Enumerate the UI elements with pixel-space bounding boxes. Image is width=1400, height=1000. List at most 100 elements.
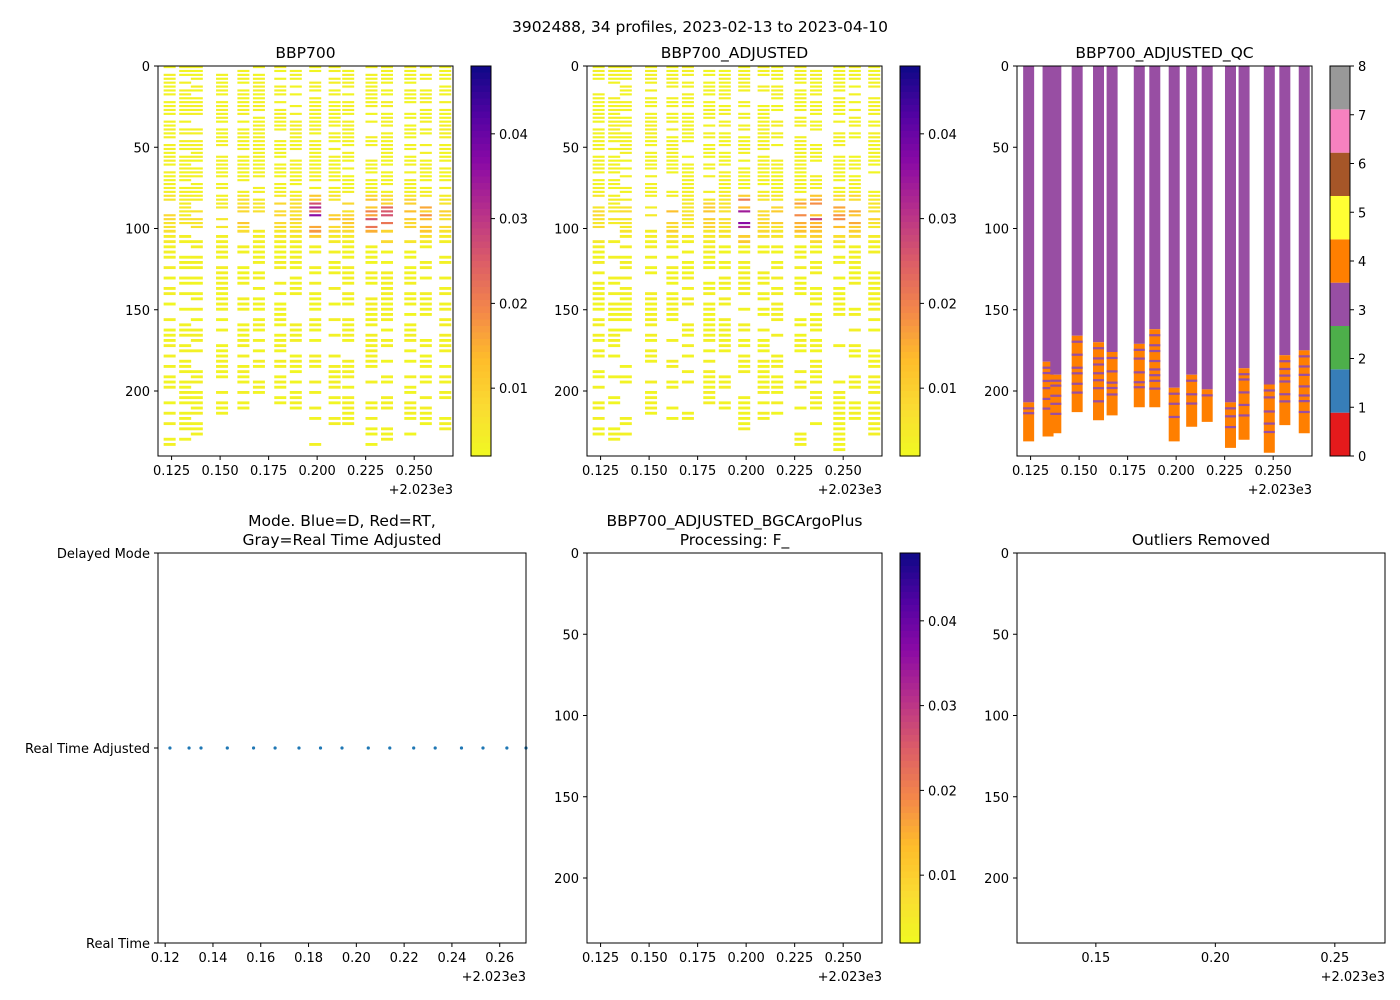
panel-1-cell bbox=[274, 222, 287, 225]
panel-2-cell bbox=[608, 101, 621, 104]
panel-2-colorbar-segment bbox=[900, 189, 920, 197]
panel-2-xtick-label: 0.225 bbox=[776, 464, 813, 479]
panel-1-cell bbox=[404, 240, 417, 244]
panel-1-colorbar-segment bbox=[471, 196, 491, 204]
panel-2-cell bbox=[771, 206, 784, 209]
panel-2-cell bbox=[645, 333, 658, 337]
panel-1-cell bbox=[190, 339, 203, 342]
panel-2-cell bbox=[718, 328, 731, 332]
panel-1-cell bbox=[439, 155, 452, 158]
panel-1-cell bbox=[439, 128, 452, 131]
panel-2-cell bbox=[757, 271, 770, 275]
panel-2-cell bbox=[794, 120, 807, 123]
panel-1-cell bbox=[216, 101, 229, 104]
panel-2-cell bbox=[666, 318, 679, 322]
panel-1-cell bbox=[252, 140, 265, 143]
panel-2-cell bbox=[868, 198, 881, 201]
panel-1-cell bbox=[404, 323, 417, 327]
panel-1-cell bbox=[439, 240, 452, 244]
panel-1-cell bbox=[381, 136, 394, 139]
panel-2-cell bbox=[592, 147, 605, 151]
panel-2-cell bbox=[738, 151, 751, 154]
panel-1-cell bbox=[237, 210, 250, 213]
panel-3-qc-flag3-stripe bbox=[1238, 403, 1250, 407]
panel-3-qc-flag3-stripe bbox=[1023, 407, 1035, 410]
panel-2-cell bbox=[794, 140, 807, 143]
panel-1-cell bbox=[179, 81, 192, 84]
panel-1-cell bbox=[163, 93, 176, 96]
panel-2-cell bbox=[771, 108, 784, 112]
panel-2-cell bbox=[794, 171, 807, 174]
panel-5-x-offset-label: +2.023e3 bbox=[818, 970, 882, 985]
panel-1-cell bbox=[274, 255, 287, 259]
panel-2-cell bbox=[757, 222, 770, 225]
panel-3-qc-flag3-stripe bbox=[1106, 370, 1118, 373]
panel-2-cell bbox=[666, 66, 679, 69]
panel-1-cell bbox=[289, 218, 302, 221]
panel-1-cell bbox=[179, 194, 192, 197]
panel-2-cell bbox=[771, 66, 784, 69]
panel-1-cell bbox=[381, 101, 394, 104]
panel-5-colorbar-segment bbox=[900, 800, 920, 808]
panel-1-cell bbox=[190, 147, 203, 151]
panel-1-cell bbox=[439, 261, 452, 264]
panel-1-ytick-label: 50 bbox=[133, 141, 150, 156]
panel-2-cell bbox=[848, 85, 861, 88]
panel-1-cell bbox=[439, 136, 452, 139]
panel-2-cell bbox=[868, 318, 881, 322]
panel-5-colorbar-segment bbox=[900, 910, 920, 918]
panel-1-colorbar-segment bbox=[471, 443, 491, 451]
panel-6-ytick-label: 50 bbox=[992, 628, 1009, 643]
panel-1-cell bbox=[419, 276, 432, 280]
panel-1-cell bbox=[216, 81, 229, 84]
panel-1-cell bbox=[252, 147, 265, 151]
panel-1-cell bbox=[179, 198, 192, 201]
panel-2-colorbar-segment bbox=[900, 196, 920, 204]
panel-2-cell bbox=[868, 235, 881, 238]
panel-1-xtick-label: 0.150 bbox=[201, 464, 238, 479]
panel-1-colorbar-segment bbox=[471, 176, 491, 184]
panel-2-cell bbox=[771, 359, 784, 363]
panel-1-cell bbox=[419, 186, 432, 190]
panel-2-cell bbox=[619, 328, 632, 332]
panel-1-cell bbox=[237, 375, 250, 379]
panel-2-colorbar-segment bbox=[900, 378, 920, 386]
panel-2-cell bbox=[868, 163, 881, 166]
panel-1-cell bbox=[216, 354, 229, 358]
panel-2-cell bbox=[681, 194, 694, 197]
panel-1-cell bbox=[289, 175, 302, 178]
panel-1-cell bbox=[381, 318, 394, 322]
panel-1-cell bbox=[404, 147, 417, 151]
panel-1-cell bbox=[179, 144, 192, 147]
panel-2-cell bbox=[738, 422, 751, 426]
panel-1-cell bbox=[419, 229, 432, 233]
panel-1-ytick-label: 0 bbox=[142, 60, 150, 75]
panel-1-cell bbox=[190, 167, 203, 170]
panel-2-cell bbox=[771, 179, 784, 182]
panel-2-cell bbox=[848, 66, 861, 69]
panel-1-cell bbox=[328, 235, 341, 238]
panel-4-xtick-label: 0.16 bbox=[246, 951, 275, 966]
panel-1-cell bbox=[190, 171, 203, 174]
panel-2-cell bbox=[738, 235, 751, 238]
panel-5-colorbar-segment bbox=[900, 585, 920, 593]
panel-2-cell bbox=[810, 159, 823, 162]
panel-2-cell bbox=[608, 313, 621, 316]
panel-1-cell bbox=[439, 159, 452, 162]
panel-2-colorbar-segment bbox=[900, 313, 920, 321]
panel-2-cell bbox=[718, 120, 731, 123]
panel-2-cell bbox=[703, 163, 716, 166]
panel-1-cell bbox=[439, 112, 452, 115]
panel-2-colorbar-segment bbox=[900, 202, 920, 210]
panel-2-cell bbox=[681, 183, 694, 186]
panel-1-colorbar-segment bbox=[471, 306, 491, 314]
panel-1-cell bbox=[381, 132, 394, 135]
panel-2-cell bbox=[608, 396, 621, 400]
panel-1-cell bbox=[404, 391, 417, 394]
panel-3-qc-flag3-stripe bbox=[1224, 425, 1236, 429]
panel-1-cell bbox=[309, 120, 322, 123]
panel-1-cell bbox=[179, 186, 192, 190]
panel-2-colorbar-segment bbox=[900, 371, 920, 379]
panel-1-colorbar-tick-label: 0.04 bbox=[499, 128, 528, 143]
panel-2-cell bbox=[666, 155, 679, 158]
